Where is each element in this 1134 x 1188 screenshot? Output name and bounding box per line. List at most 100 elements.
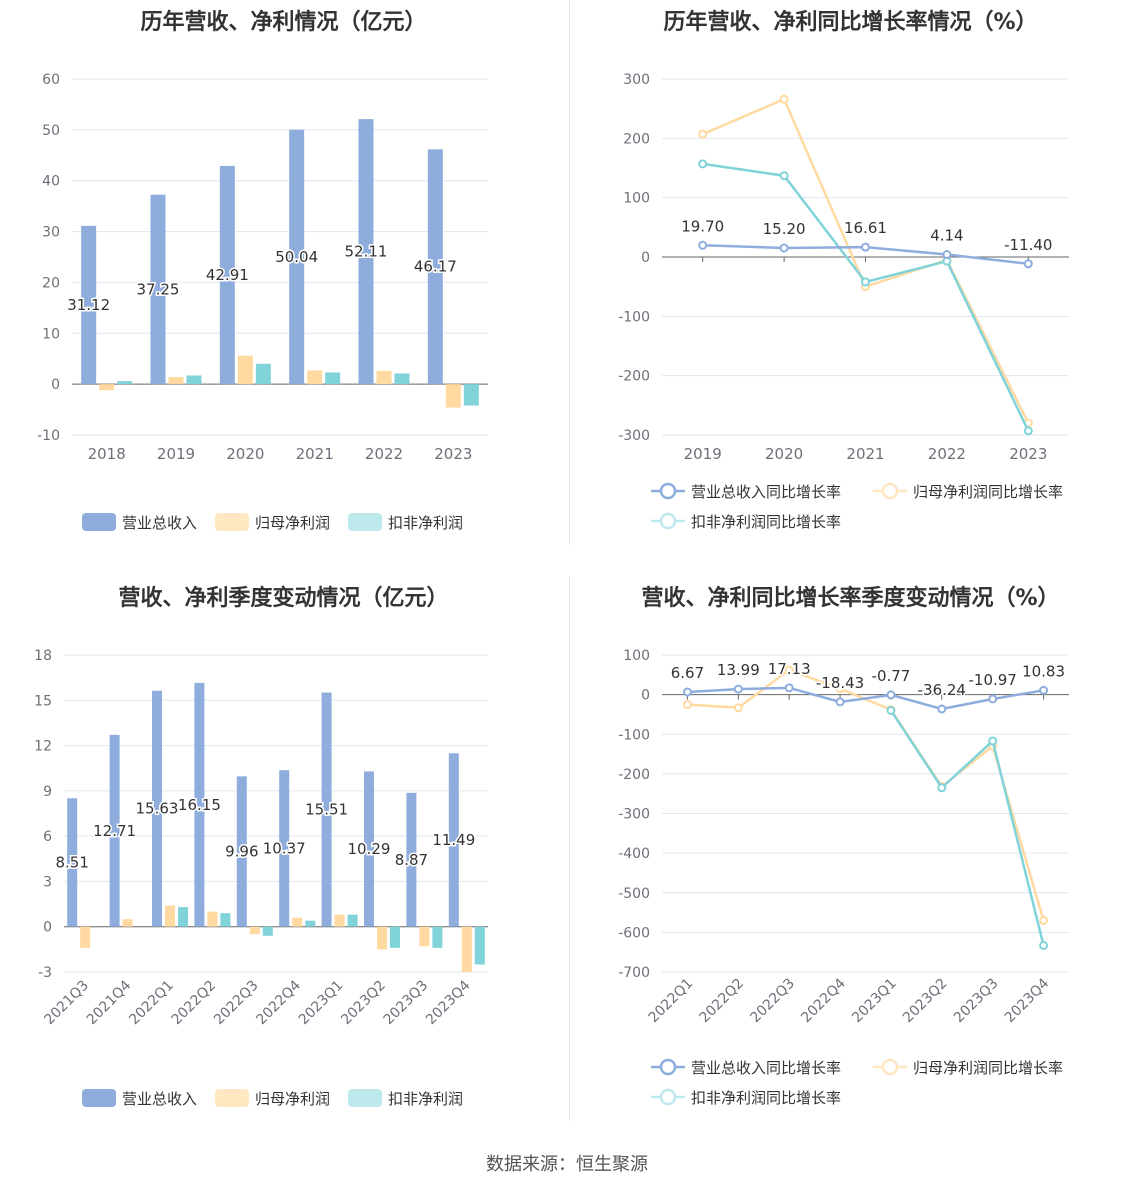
legend-label: 归母净利润同比增长率 [913,483,1063,501]
legend-swatch [82,1089,116,1107]
x-tick-label: 2023Q1 [296,978,347,1029]
legend-swatch [659,482,677,500]
x-tick-label: 2023 [434,445,472,463]
data-point [1039,685,1049,695]
data-label: -0.77 [872,667,911,685]
bar-net-profit [249,926,260,935]
y-tick-label: -300 [618,428,650,444]
legend-label: 扣非净利润 [388,1090,463,1108]
bar-deducted-profit [255,363,271,385]
legend-label: 扣非净利润同比增长率 [691,513,841,531]
y-tick-label: 10 [42,326,60,342]
legend-label: 扣非净利润 [388,514,463,532]
data-label: 13.99 [717,661,760,679]
x-tick-label: 2019 [157,445,195,463]
bar-net-profit [122,919,133,927]
x-tick-label: 2022 [365,445,403,463]
data-point [682,687,692,697]
data-point [988,736,998,746]
data-point [886,690,896,700]
series-line-revenue [687,686,1044,711]
y-tick-label: 0 [641,688,650,704]
data-label: 50.04 [275,248,318,266]
chart-title: 营收、净利同比增长率季度变动情况（%） [641,586,1060,611]
y-tick-label: -10 [37,428,60,444]
data-label: 9.96 [225,843,258,861]
data-point [784,683,794,693]
bar-net-profit [99,384,115,391]
data-point [698,240,708,250]
data-label: 52.11 [345,243,388,261]
legend-label: 营业总收入同比增长率 [691,1059,841,1077]
legend-label: 营业总收入 [122,1090,197,1108]
x-tick-label: 2023 [1009,445,1047,463]
bar-net-profit [377,926,387,950]
bar-net-profit [445,384,461,408]
bar-deducted-profit [394,373,410,385]
y-tick-label: 3 [43,874,52,890]
y-tick-label: -600 [618,925,650,941]
y-tick-label: -300 [618,807,650,823]
bar-deducted-profit [186,375,202,385]
legend-swatch [881,1058,899,1076]
data-point [682,700,692,710]
annual-amount-chart: 60 50 40 30 20 10 0 -10 31.12 2018 37.25 2019 42.91 2… [37,72,488,532]
data-source-label: 数据来源：恒生聚源 [486,1154,648,1175]
data-label: 15.51 [305,801,348,819]
data-point [988,694,998,704]
x-tick-label: 2022Q3 [211,978,262,1029]
y-tick-label: 100 [623,648,650,664]
series-line-deducted-profit [702,162,1030,432]
chart-title: 历年营收、净利情况（亿元） [140,10,427,35]
y-tick-label: -700 [618,965,650,981]
legend-label: 归母净利润同比增长率 [913,1059,1063,1077]
data-point [1039,940,1049,950]
legend-label: 扣非净利润同比增长率 [691,1089,841,1107]
quarterly-amount-panel: 营收、净利季度变动情况（亿元） 18 15 12 9 6 3 0 -3 8.51 2021Q3 12… [0,576,567,1121]
legend-swatch [348,513,382,531]
legend-label: 营业总收入 [122,514,197,532]
bar-deducted-profit [325,372,341,385]
legend-swatch [215,513,249,531]
data-point [937,783,947,793]
x-tick-label: 2022Q4 [798,975,849,1026]
bar-revenue [150,194,166,385]
bar-revenue [81,225,97,385]
y-tick-label: 18 [34,648,52,664]
legend-label: 归母净利润 [255,514,330,532]
bar-net-profit [307,370,323,385]
legend-label: 营业总收入同比增长率 [691,483,841,501]
y-tick-label: 0 [43,920,52,936]
data-point [937,704,947,714]
y-tick-label: -200 [618,369,650,385]
x-tick-label: 2022Q3 [747,976,798,1027]
x-tick-label: 2021 [846,445,884,463]
y-tick-label: 9 [43,784,52,800]
bar-revenue [321,692,332,927]
bar-net-profit [419,926,430,947]
data-point [861,277,870,287]
annual-amount-panel: 历年营收、净利情况（亿元） 60 50 40 30 20 10 0 -10 31.12 2018 3… [0,0,567,545]
data-label: 17.13 [768,660,811,678]
data-label: 46.17 [414,258,457,276]
data-point [784,665,794,675]
legend-swatch [659,1058,677,1076]
bar-net-profit [376,370,392,385]
panel-divider [569,576,570,1121]
bar-net-profit [80,926,91,948]
data-point [1023,426,1033,436]
bar-revenue [279,770,290,927]
y-tick-label: 200 [623,131,650,147]
bar-net-profit [461,926,472,972]
y-tick-label: 40 [42,174,60,190]
y-tick-label: 300 [623,72,650,88]
x-tick-label: 2022Q4 [253,977,304,1028]
legend-label: 归母净利润 [255,1090,330,1108]
x-tick-label: 2023Q4 [1002,975,1053,1026]
bar-deducted-profit [463,384,479,406]
data-label: -11.40 [1004,236,1052,254]
data-point [698,159,708,169]
annual-growth-panel: 历年营收、净利同比增长率情况（%） 300 200 100 0 -100 -200 -300… [567,0,1134,545]
y-tick-label: -500 [618,886,650,902]
annual-growth-chart: 300 200 100 0 -100 -200 -300 2019 2020 2021 2022 20… [618,72,1069,531]
